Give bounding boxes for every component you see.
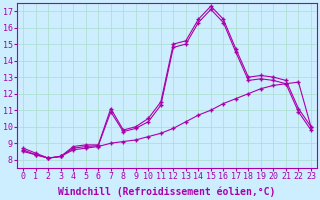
X-axis label: Windchill (Refroidissement éolien,°C): Windchill (Refroidissement éolien,°C) — [58, 187, 276, 197]
